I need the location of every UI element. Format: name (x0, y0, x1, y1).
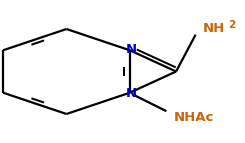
Text: 2: 2 (229, 20, 236, 30)
Text: N: N (125, 43, 136, 56)
Text: NH: NH (203, 22, 225, 35)
Text: NHAc: NHAc (174, 111, 214, 124)
Text: N: N (125, 87, 136, 100)
